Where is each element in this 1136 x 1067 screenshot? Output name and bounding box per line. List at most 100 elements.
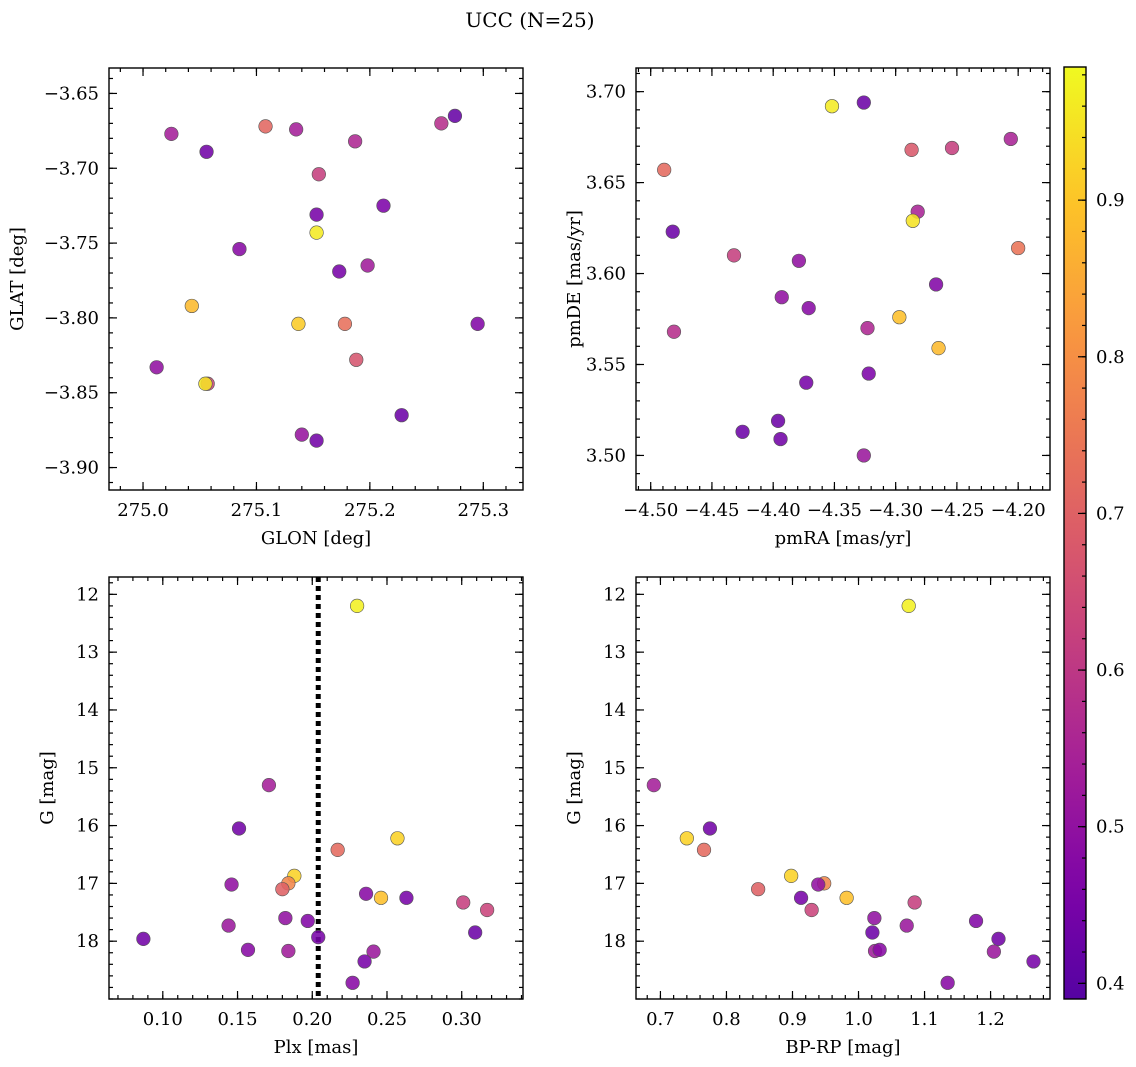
figure-title: UCC (N=25) <box>465 8 594 32</box>
panel-pmra-pmde: −4.50 −4.45 −4.40 −4.35 −4.30 −4.25 −4.20 3.50 3… <box>564 67 1051 549</box>
y-tick-label: 16 <box>603 816 626 837</box>
y-tick-label: 3.50 <box>586 445 626 466</box>
data-point <box>907 895 922 910</box>
data-point <box>666 324 682 339</box>
x-tick-label: −4.50 <box>623 500 678 521</box>
y-tick-label: −3.65 <box>44 83 99 104</box>
x-tick-label: −4.20 <box>991 500 1046 521</box>
colorbar-tick-label: 0.9 <box>1096 190 1125 211</box>
data-point <box>447 108 463 123</box>
data-point <box>679 831 694 846</box>
data-point <box>793 890 809 905</box>
scatter-points <box>657 95 1026 463</box>
data-point <box>434 116 449 131</box>
data-point <box>309 433 324 448</box>
data-point <box>991 931 1006 946</box>
colorbar-tick-label: 0.6 <box>1096 660 1125 681</box>
axes-frame <box>635 576 1051 1000</box>
data-point <box>470 316 485 331</box>
data-point <box>696 842 712 857</box>
y-tick-label: 3.55 <box>586 354 626 375</box>
data-point <box>231 821 247 836</box>
data-point <box>232 241 247 257</box>
y-tick-label: 3.65 <box>586 173 626 194</box>
data-point <box>804 902 819 918</box>
data-point <box>164 126 179 141</box>
data-point <box>184 298 199 314</box>
data-point <box>799 375 814 390</box>
data-point <box>1026 954 1041 969</box>
x-tick-label: 0.25 <box>367 1009 407 1030</box>
minor-ticks <box>636 68 1050 490</box>
data-point <box>986 944 1001 959</box>
data-point <box>149 360 164 375</box>
colorbar: 0.4 0.5 0.6 0.7 0.8 0.9 <box>1063 66 1125 1000</box>
data-point <box>899 918 914 933</box>
data-point <box>801 301 816 316</box>
x-tick-label: 0.7 <box>646 1009 675 1030</box>
y-tick-label: −3.75 <box>44 233 99 254</box>
data-point <box>784 868 799 883</box>
data-point <box>665 224 680 239</box>
scatter-points <box>646 598 1041 990</box>
data-point <box>309 207 324 222</box>
data-point <box>646 778 661 793</box>
data-point <box>824 99 840 114</box>
data-point <box>774 290 789 305</box>
data-point <box>480 902 495 918</box>
x-tick-label: 0.9 <box>778 1009 807 1030</box>
colorbar-tick-label: 0.7 <box>1096 503 1125 524</box>
x-tick-label: 275.1 <box>231 500 283 521</box>
data-point <box>332 264 347 279</box>
data-point <box>357 954 372 969</box>
data-point <box>856 95 871 110</box>
data-point <box>901 598 916 614</box>
scatter-points <box>136 598 495 990</box>
y-tick-label: 18 <box>76 931 99 952</box>
x-axis-label: BP-RP [mag] <box>785 1037 900 1058</box>
y-tick-label: 12 <box>76 584 99 605</box>
data-point <box>198 376 213 391</box>
data-point <box>376 198 391 213</box>
data-point <box>735 424 750 439</box>
data-point <box>1011 240 1026 256</box>
scatter-points <box>149 108 485 448</box>
data-point <box>358 886 374 901</box>
x-tick-label: −4.35 <box>807 500 862 521</box>
data-point <box>337 316 353 331</box>
data-point <box>300 913 315 929</box>
x-axis-label: GLON [deg] <box>261 528 371 549</box>
data-point <box>867 910 882 926</box>
data-point <box>726 248 742 263</box>
data-point <box>928 277 944 292</box>
data-point <box>931 341 946 356</box>
x-tick-label: 275.2 <box>344 500 396 521</box>
data-point <box>221 918 236 933</box>
data-point <box>240 942 256 957</box>
y-tick-label: −3.70 <box>44 158 99 179</box>
y-tick-label: 3.70 <box>586 82 626 103</box>
data-point <box>399 890 414 905</box>
data-point <box>773 431 788 447</box>
y-tick-label: −3.80 <box>44 308 99 329</box>
colorbar-frame <box>1063 66 1087 1000</box>
data-point <box>839 890 854 905</box>
data-point <box>904 142 919 157</box>
x-tick-label: 0.8 <box>712 1009 741 1030</box>
x-tick-label: 275.0 <box>117 500 169 521</box>
data-point <box>330 842 345 857</box>
x-tick-label: −4.25 <box>929 500 984 521</box>
data-point <box>811 877 826 892</box>
axes-frame <box>635 67 1051 491</box>
data-point <box>468 925 483 940</box>
colorbar-tick-label: 0.4 <box>1096 973 1125 994</box>
data-point <box>289 122 304 137</box>
data-point <box>872 942 887 957</box>
data-point <box>892 310 907 325</box>
data-point <box>261 778 277 793</box>
x-tick-label: 1.1 <box>910 1009 939 1030</box>
data-point <box>968 913 984 929</box>
data-point <box>456 895 471 910</box>
y-tick-label: −3.90 <box>44 458 99 479</box>
